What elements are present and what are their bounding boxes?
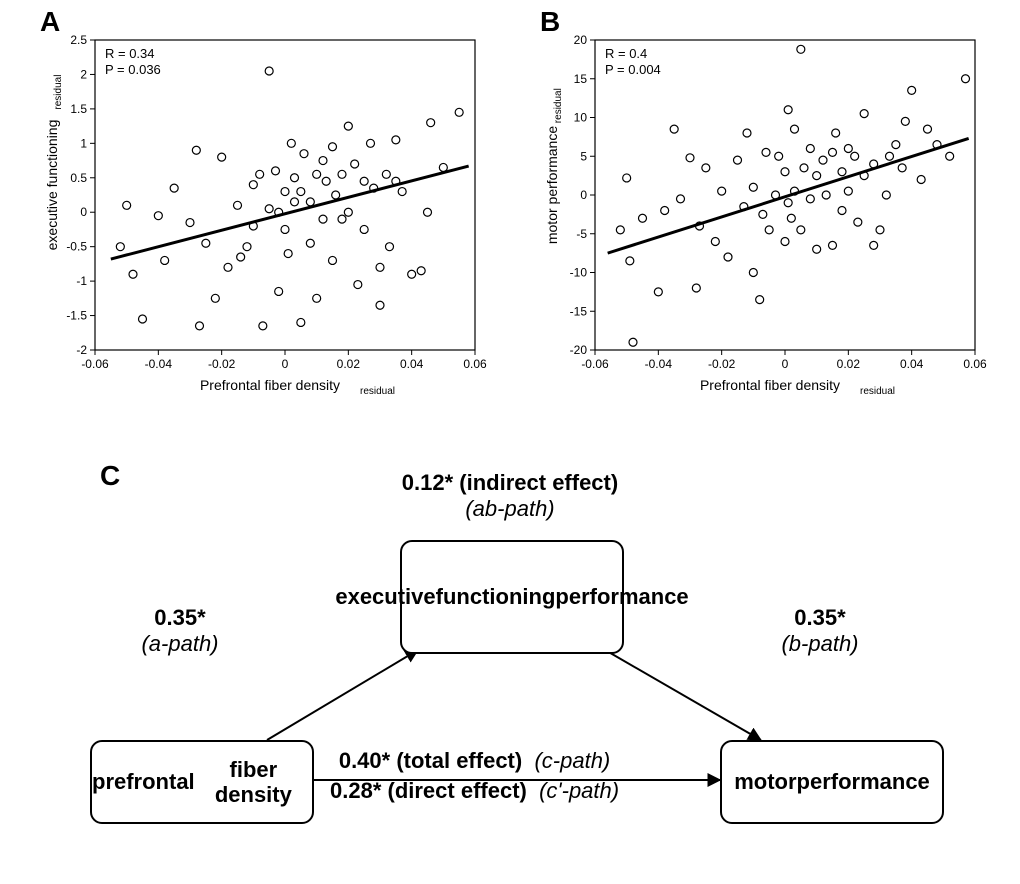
svg-text:-5: -5 [576,227,587,241]
svg-text:0.5: 0.5 [70,171,87,185]
scatter-panel-a: -0.06 -0.04 -0.02 0 0.02 0.04 0.06 -2 -1.5 -1 -0.5… [30,10,500,410]
svg-text:1: 1 [80,136,87,150]
svg-text:residual: residual [53,75,64,110]
edge-label-ab-path: 0.12* (indirect effect) (ab-path) [370,470,650,522]
svg-text:-0.06: -0.06 [81,357,109,371]
svg-text:-2: -2 [76,343,87,357]
svg-text:Prefrontal fiber density: Prefrontal fiber density [700,377,840,393]
svg-text:0.04: 0.04 [400,357,424,371]
svg-text:Prefrontal fiber density: Prefrontal fiber density [200,377,340,393]
svg-text:-1: -1 [76,274,87,288]
edge-label-b-path: 0.35* (b-path) [750,605,890,657]
svg-text:0.06: 0.06 [963,357,987,371]
svg-text:15: 15 [574,72,588,86]
node-executive-functioning: executivefunctioningperformance [400,540,624,654]
svg-text:-0.04: -0.04 [145,357,173,371]
svg-text:P = 0.036: P = 0.036 [105,62,161,77]
svg-text:2: 2 [80,67,87,81]
svg-text:5: 5 [580,149,587,163]
svg-text:0: 0 [782,357,789,371]
edge-label-c-path: 0.40* (total effect) (c-path) 0.28* (dir… [330,746,619,805]
svg-text:20: 20 [574,33,588,47]
svg-text:residual: residual [553,88,564,123]
svg-text:0.04: 0.04 [900,357,924,371]
svg-text:-0.5: -0.5 [66,240,87,254]
scatter-panel-b: -0.06 -0.04 -0.02 0 0.02 0.04 0.06 -20 -15 -10 -5 0… [530,10,1000,410]
svg-text:residual: residual [360,386,395,397]
svg-text:executive functioning: executive functioning [44,120,60,251]
node-motor-performance: motorperformance [720,740,944,824]
svg-text:P = 0.004: P = 0.004 [605,62,661,77]
svg-text:0: 0 [580,188,587,202]
svg-text:10: 10 [574,111,588,125]
svg-text:0: 0 [80,205,87,219]
node-prefrontal-fiber-density: prefrontalfiber density [90,740,314,824]
edge-label-a-path: 0.35* (a-path) [110,605,250,657]
svg-text:-0.04: -0.04 [645,357,673,371]
svg-text:R = 0.4: R = 0.4 [605,46,647,61]
svg-text:0.02: 0.02 [837,357,861,371]
svg-text:-0.02: -0.02 [708,357,736,371]
svg-text:2.5: 2.5 [70,33,87,47]
svg-text:residual: residual [860,386,895,397]
svg-text:1.5: 1.5 [70,102,87,116]
svg-text:0.02: 0.02 [337,357,361,371]
svg-text:-0.02: -0.02 [208,357,236,371]
svg-text:-1.5: -1.5 [66,309,87,323]
svg-text:R = 0.34: R = 0.34 [105,46,155,61]
svg-text:0: 0 [282,357,289,371]
svg-text:-0.06: -0.06 [581,357,609,371]
svg-text:motor performance: motor performance [544,126,560,244]
figure-root: A -0.06-0.04-0.0200.020.040.06-2-1.5-1-0… [0,0,1020,884]
mediation-diagram: prefrontalfiber density executivefunctio… [20,450,1000,870]
svg-text:-20: -20 [570,343,588,357]
svg-text:0.06: 0.06 [463,357,487,371]
svg-text:-15: -15 [570,304,588,318]
svg-text:-10: -10 [570,266,588,280]
